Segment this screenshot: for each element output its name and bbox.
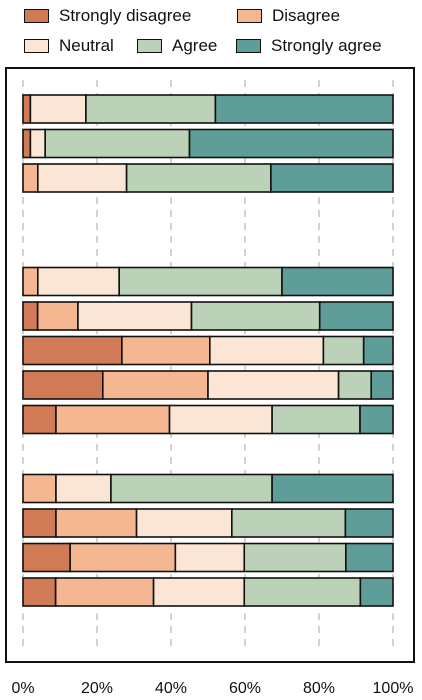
bar-segment xyxy=(207,370,340,400)
bar-segment xyxy=(55,404,171,435)
bar-segment xyxy=(29,94,87,124)
bar-segment xyxy=(22,370,104,400)
bar-segment xyxy=(77,301,193,331)
bar-segment xyxy=(36,301,79,331)
bar-segment xyxy=(22,577,57,607)
bar-segment xyxy=(125,163,272,193)
legend-label: Strongly disagree xyxy=(59,6,192,25)
legend-swatch xyxy=(137,39,162,53)
bar-segment xyxy=(22,301,39,331)
legend-label: Agree xyxy=(172,36,218,55)
bar-segment xyxy=(231,508,347,538)
bar-segment xyxy=(359,404,394,435)
bar-segment xyxy=(135,508,233,538)
bar-segment xyxy=(318,301,394,331)
legend-swatch xyxy=(237,9,262,23)
bar-segment xyxy=(22,128,32,159)
x-tick-label: 20% xyxy=(81,680,113,697)
bar-segment xyxy=(345,542,394,573)
legend-item-strongly-agree: Strongly agree xyxy=(236,36,382,56)
bar-segment xyxy=(281,266,394,297)
bars xyxy=(22,94,394,607)
bar-segment xyxy=(271,473,394,504)
legend-swatch xyxy=(236,39,261,53)
bar-segment xyxy=(118,266,283,297)
legend-item-neutral: Neutral xyxy=(24,36,114,56)
legend-item-disagree: Disagree xyxy=(237,6,340,26)
legend-label: Disagree xyxy=(272,6,341,25)
bar-segment xyxy=(69,542,177,573)
bar-segment xyxy=(22,163,39,193)
legend-item-agree: Agree xyxy=(137,36,217,56)
bar-segment xyxy=(22,335,123,366)
bar-segment xyxy=(55,508,138,538)
bar-segment xyxy=(55,473,112,504)
legend-item-strongly-disagree: Strongly disagree xyxy=(24,6,191,26)
bar-segment xyxy=(44,128,191,159)
bar-segment xyxy=(243,577,362,607)
bar-segment xyxy=(337,370,373,400)
bar-segment xyxy=(359,577,394,607)
legend-label: Strongly agree xyxy=(271,36,382,55)
bar-segment xyxy=(322,335,365,366)
bar-segment xyxy=(110,473,273,504)
bar-segment xyxy=(243,542,347,573)
bar-segment xyxy=(362,335,394,366)
bar-segment xyxy=(22,508,57,538)
bar-segment xyxy=(22,404,57,435)
bar-segment xyxy=(85,94,217,124)
bar-segment xyxy=(370,370,394,400)
bar-segment xyxy=(22,473,57,504)
x-axis-ticks: 0% 20% 40% 60% 80% 100% xyxy=(11,680,413,697)
x-tick-label: 0% xyxy=(11,680,34,697)
bar-segment xyxy=(344,508,394,538)
bar-segment xyxy=(121,335,211,366)
bar-segment xyxy=(29,128,46,159)
legend: Strongly disagree Disagree Neutral Agree… xyxy=(0,0,422,62)
bar-segment xyxy=(102,370,209,400)
bar-segment xyxy=(214,94,394,124)
bar-segment xyxy=(168,404,273,435)
bar-segment xyxy=(270,163,394,193)
bar-segment xyxy=(22,266,39,297)
bar-segment xyxy=(22,94,32,124)
bar-segment xyxy=(209,335,325,366)
legend-swatch xyxy=(24,39,49,53)
bar-segment xyxy=(36,266,121,297)
bar-segment xyxy=(271,404,361,435)
x-tick-label: 80% xyxy=(303,680,335,697)
bar-segment xyxy=(54,577,155,607)
bar-segment xyxy=(174,542,246,573)
bar-segment xyxy=(190,301,321,331)
x-tick-label: 60% xyxy=(229,680,261,697)
x-tick-label: 100% xyxy=(373,680,414,697)
bar-segment xyxy=(36,163,128,193)
bar-segment xyxy=(188,128,394,159)
legend-label: Neutral xyxy=(59,36,114,55)
legend-swatch xyxy=(24,9,49,23)
plot-frame xyxy=(5,67,415,663)
bar-segment xyxy=(152,577,246,607)
bar-segment xyxy=(22,542,71,573)
x-tick-label: 40% xyxy=(155,680,187,697)
